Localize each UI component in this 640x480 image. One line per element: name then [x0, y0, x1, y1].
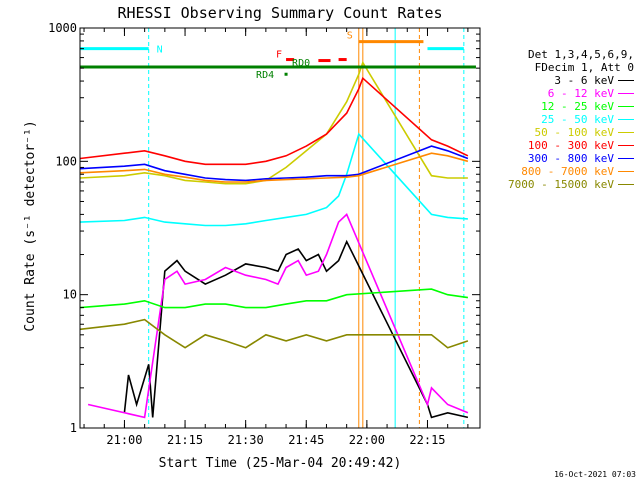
flag-label-f: F	[276, 50, 282, 61]
legend: Det 1,3,4,5,6,9, FDecim 1, Att 0 3 - 6 k…	[484, 48, 634, 191]
series-layer	[79, 60, 469, 419]
legend-label-12-25-kev: 12 - 25 keV	[541, 100, 614, 113]
legend-swatch-25-50-kev	[618, 119, 634, 120]
series-line-3-6-kev	[123, 239, 469, 419]
legend-swatch-800-7000-kev	[618, 171, 634, 172]
x-axis-label: Start Time (25-Mar-04 20:49:42)	[159, 456, 402, 471]
y-axis-label: Count Rate (s⁻¹ detector⁻¹)	[23, 120, 38, 331]
x-tick-label-22:15: 22:15	[409, 433, 445, 447]
legend-label-800-7000-kev: 800 - 7000 keV	[521, 165, 614, 178]
y-tick-label-1: 1	[70, 421, 77, 435]
legend-item-50-100-kev: 50 - 100 keV	[484, 126, 634, 139]
legend-header-line-2: FDecim 1, Att 0	[534, 61, 634, 74]
legend-swatch-300-800-kev	[618, 158, 634, 159]
vertical-markers	[148, 28, 465, 428]
series-line-50-100-kev	[79, 60, 468, 185]
series-line-25-50-kev	[79, 132, 468, 227]
plot-frame	[79, 27, 481, 429]
flag-label-rd4: RD4	[256, 70, 274, 81]
legend-item-800-7000-kev: 800 - 7000 keV	[484, 165, 634, 178]
series-line-300-800-kev	[79, 145, 469, 182]
flag-label-rd0: RD0	[292, 58, 310, 69]
legend-item-300-800-kev: 300 - 800 keV	[484, 152, 634, 165]
legend-swatch-7000-15000-kev	[618, 184, 634, 185]
legend-entries: 3 - 6 keV 6 - 12 keV 12 - 25 keV 25 - 50 ke…	[484, 74, 634, 191]
legend-label-300-800-kev: 300 - 800 keV	[527, 152, 614, 165]
x-tick-label-21:00: 21:00	[106, 433, 142, 447]
x-tick-label-21:30: 21:30	[228, 433, 264, 447]
x-tick-label-22:00: 22:00	[349, 433, 385, 447]
flag-label-s: S	[347, 31, 353, 42]
legend-label-25-50-kev: 25 - 50 keV	[541, 113, 614, 126]
y-tick-label-1000: 1000	[48, 21, 77, 35]
chart-title: RHESSI Observing Summary Count Rates	[117, 4, 442, 22]
legend-swatch-3-6-kev	[618, 80, 634, 81]
legend-item-7000-15000-kev: 7000 - 15000 keV	[484, 178, 634, 191]
legend-swatch-6-12-kev	[618, 93, 634, 94]
legend-item-100-300-kev: 100 - 300 keV	[484, 139, 634, 152]
legend-label-50-100-kev: 50 - 100 keV	[534, 126, 614, 139]
legend-swatch-100-300-kev	[618, 145, 634, 146]
legend-item-6-12-kev: 6 - 12 keV	[484, 87, 634, 100]
timestamp: 16-Oct-2021 07:03	[554, 470, 636, 479]
legend-label-6-12-kev: 6 - 12 keV	[547, 87, 614, 100]
flag-bars: N S F RD0 RD4	[80, 31, 476, 81]
y-tick-label-10: 10	[63, 288, 77, 302]
axes: 1 10 100 1000 21:00 21:15 21:30 21:45 22:00 22:15	[48, 21, 481, 447]
flag-label-n: N	[157, 45, 163, 56]
y-tick-label-100: 100	[55, 154, 77, 168]
series-line-800-7000-kev	[79, 152, 469, 183]
x-tick-label-21:15: 21:15	[167, 433, 203, 447]
legend-item-12-25-kev: 12 - 25 keV	[484, 100, 634, 113]
series-line-7000-15000-kev	[79, 318, 469, 349]
series-line-12-25-kev	[79, 288, 469, 309]
series-line-100-300-kev	[79, 76, 469, 166]
legend-swatch-50-100-kev	[618, 132, 634, 133]
x-tick-label-21:45: 21:45	[288, 433, 324, 447]
legend-item-25-50-kev: 25 - 50 keV	[484, 113, 634, 126]
series-line-6-12-kev	[87, 213, 469, 419]
legend-label-100-300-kev: 100 - 300 keV	[527, 139, 614, 152]
legend-header-line-1: Det 1,3,4,5,6,9,	[528, 48, 634, 61]
legend-label-3-6-kev: 3 - 6 keV	[554, 74, 614, 87]
legend-item-3-6-kev: 3 - 6 keV	[484, 74, 634, 87]
legend-swatch-12-25-kev	[618, 106, 634, 107]
legend-label-7000-15000-kev: 7000 - 15000 keV	[508, 178, 614, 191]
flag-mark-rd4-7	[284, 72, 288, 76]
